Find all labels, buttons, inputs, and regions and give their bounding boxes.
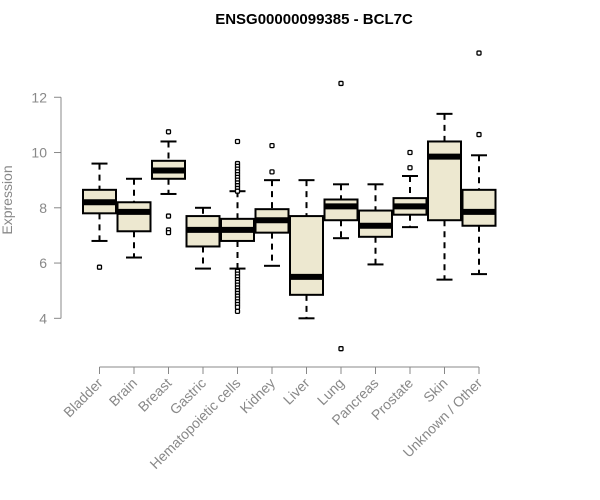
box-brain bbox=[116, 177, 152, 259]
box-skin bbox=[427, 112, 462, 281]
outlier-point bbox=[476, 50, 482, 56]
outlier-point bbox=[234, 308, 241, 315]
iqr-box bbox=[323, 198, 359, 222]
chart-title: ENSG00000099385 - BCL7C bbox=[215, 11, 413, 28]
box-breast bbox=[151, 129, 186, 236]
outlier-point bbox=[269, 169, 275, 175]
box-unknown-other bbox=[461, 50, 497, 276]
outlier-point bbox=[165, 230, 172, 236]
iqr-box bbox=[116, 201, 152, 233]
outlier-point bbox=[338, 346, 344, 352]
outlier-point bbox=[407, 149, 413, 156]
outlier-point bbox=[234, 138, 241, 145]
outlier-point bbox=[234, 304, 241, 310]
plot-area bbox=[82, 50, 497, 352]
box-kidney bbox=[254, 142, 290, 267]
box-bladder bbox=[82, 162, 117, 270]
y-tick-label: 6 bbox=[39, 255, 47, 271]
y-tick-label: 10 bbox=[31, 145, 47, 161]
y-axis: 4 6 8 10 12 bbox=[31, 89, 62, 326]
outlier-point bbox=[476, 131, 482, 138]
outlier-point bbox=[407, 165, 413, 171]
box-gastric bbox=[185, 206, 221, 270]
y-tick-label: 12 bbox=[31, 89, 47, 105]
y-tick-label: 4 bbox=[39, 310, 47, 326]
box-pancreas bbox=[358, 183, 393, 266]
outlier-point bbox=[338, 80, 344, 87]
outlier-point bbox=[165, 213, 172, 219]
x-tick-label: Skin bbox=[420, 375, 451, 406]
x-tick-label: Kidney bbox=[237, 375, 279, 417]
box-liver bbox=[289, 179, 324, 320]
iqr-box bbox=[289, 215, 324, 296]
box-hematopoietic-cells bbox=[220, 138, 255, 315]
y-axis-label: Expression bbox=[0, 165, 15, 234]
box-prostate bbox=[392, 149, 428, 229]
y-tick-label: 8 bbox=[39, 200, 47, 216]
outlier-point bbox=[165, 129, 172, 135]
outlier-point bbox=[96, 264, 103, 270]
outlier-point bbox=[234, 188, 241, 194]
x-tick-label: Bladder bbox=[60, 375, 106, 421]
outlier-point bbox=[269, 142, 275, 149]
iqr-box bbox=[461, 188, 497, 227]
x-tick-label: Liver bbox=[280, 375, 313, 408]
iqr-box bbox=[427, 140, 462, 222]
box-lung bbox=[323, 80, 359, 352]
